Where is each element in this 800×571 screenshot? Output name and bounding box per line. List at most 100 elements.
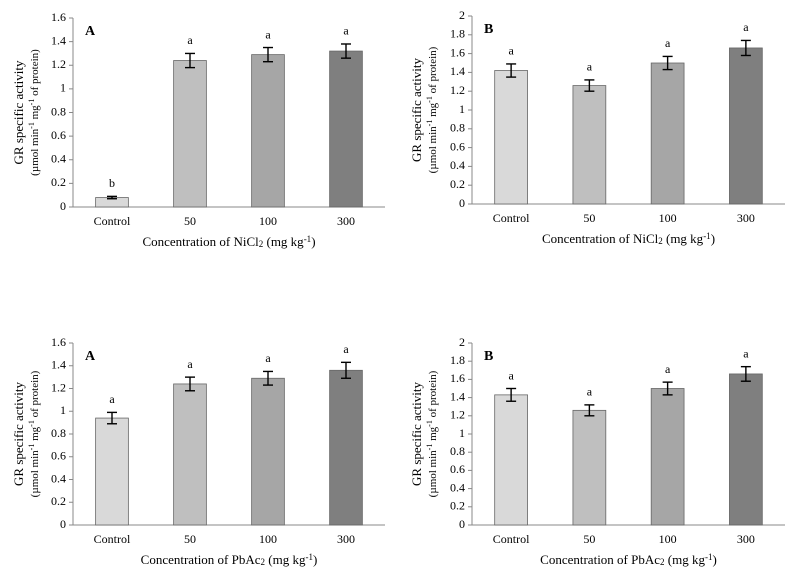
y-tick-label: 0.2	[51, 175, 66, 189]
y-tick-label: 1.2	[450, 408, 465, 422]
y-tick-label: 0	[459, 196, 465, 210]
error-bar	[662, 55, 673, 71]
x-title-part: Concentration of NiCl	[142, 234, 259, 249]
x-axis-title: Concentration of PbAc2 (mg kg-1)	[141, 552, 318, 567]
x-title-part: 2	[660, 557, 665, 567]
x-tick-label: 300	[737, 532, 755, 546]
x-tick-label: 50	[184, 532, 196, 546]
significance-letter: a	[508, 368, 514, 382]
y-tick-label: 1.6	[450, 45, 465, 59]
error-bar	[740, 39, 751, 57]
y-tick-label: 0.2	[51, 494, 66, 508]
y-tick-label: 1	[60, 81, 66, 95]
panel-label: A	[85, 24, 96, 39]
x-title-part: Concentration of PbAc	[540, 552, 660, 567]
error-bar	[584, 404, 595, 417]
y-tick-label: 1.4	[51, 33, 66, 47]
y-tick-label: 0.8	[51, 104, 66, 118]
significance-letter: a	[265, 351, 271, 365]
y-unit-part: mg	[427, 426, 439, 443]
y-axis-title: GR specific activity	[409, 382, 424, 486]
bar	[173, 383, 207, 526]
y-tick-label: 0	[60, 199, 66, 213]
y-unit-part: -1	[425, 120, 434, 127]
x-title-part: )	[712, 552, 716, 567]
y-tick-label: 0.8	[450, 444, 465, 458]
y-tick-label: 0	[459, 517, 465, 531]
significance-letter: a	[187, 357, 193, 371]
significance-letter: a	[343, 342, 349, 356]
y-tick-label: 1.2	[51, 57, 66, 71]
error-bar	[107, 195, 117, 200]
y-tick-label: 2	[459, 335, 465, 349]
error-bar	[263, 370, 273, 386]
bar	[173, 60, 207, 208]
y-tick-label: 1	[60, 403, 66, 417]
x-tick-label: 100	[659, 532, 677, 546]
bar	[329, 369, 363, 526]
bar	[95, 417, 129, 526]
y-tick-label: 0.8	[450, 121, 465, 135]
y-tick-label: 1.2	[51, 380, 66, 394]
x-title-part: (mg kg	[663, 231, 704, 246]
y-axis-title: GR specific activity	[11, 60, 26, 164]
y-unit-part: -1	[425, 420, 434, 427]
error-bar	[584, 79, 595, 92]
x-title-part: )	[311, 234, 315, 249]
bar	[729, 373, 763, 526]
bar	[572, 85, 607, 205]
x-title-part: 2	[658, 236, 663, 246]
y-tick-label: 1.4	[450, 389, 465, 403]
x-title-part: (mg kg	[263, 234, 304, 249]
y-tick-label: 1.8	[450, 27, 465, 41]
error-bar	[341, 361, 351, 379]
bar	[650, 62, 685, 205]
significance-letter: b	[109, 176, 115, 190]
y-tick-label: 1.8	[450, 353, 465, 367]
y-tick-label: 1.6	[51, 335, 66, 349]
y-tick-label: 0.4	[51, 471, 66, 485]
x-title-part: Concentration of NiCl	[542, 231, 659, 246]
y-tick-label: 0.4	[51, 152, 66, 166]
y-axis-title: GR specific activity	[409, 58, 424, 162]
x-axis-title: Concentration of NiCl2 (mg kg-1)	[142, 234, 315, 249]
y-axis-unit: (µmol min-1 mg-1 of protein)	[425, 370, 439, 497]
y-tick-label: 1.4	[51, 358, 66, 372]
y-tick-label: 1.6	[51, 10, 66, 24]
significance-letter: a	[587, 60, 593, 74]
y-unit-part: of protein)	[29, 49, 41, 99]
y-unit-part: -1	[27, 99, 36, 106]
y-unit-part: (µmol min	[29, 128, 41, 175]
x-title-part: -1	[705, 552, 713, 562]
y-unit-part: mg	[29, 105, 41, 122]
significance-letter: a	[743, 346, 749, 360]
y-tick-label: 1.4	[450, 64, 465, 78]
y-unit-part: -1	[425, 444, 434, 451]
x-title-part: (mg kg	[665, 552, 706, 567]
y-tick-label: 0.6	[450, 139, 465, 153]
significance-letter: a	[665, 362, 671, 376]
error-bar	[107, 411, 117, 425]
x-tick-label: 300	[337, 214, 355, 228]
x-tick-label: Control	[94, 532, 131, 546]
y-tick-label: 0.2	[450, 177, 465, 191]
y-unit-part: (µmol min	[427, 450, 439, 497]
significance-letter: a	[587, 385, 593, 399]
y-tick-label: 0.4	[450, 480, 465, 494]
x-tick-label: 100	[259, 532, 277, 546]
y-unit-part: -1	[27, 420, 36, 427]
y-tick-label: 0	[60, 517, 66, 531]
y-tick-label: 0.4	[450, 158, 465, 172]
bar	[251, 54, 285, 208]
y-unit-part: (µmol min	[29, 450, 41, 497]
x-axis-title: Concentration of NiCl2 (mg kg-1)	[542, 231, 715, 246]
error-bar	[740, 365, 751, 382]
y-tick-label: 0.6	[51, 449, 66, 463]
y-tick-label: 1	[459, 426, 465, 440]
x-tick-label: 50	[583, 532, 595, 546]
x-title-part: Concentration of PbAc	[141, 552, 261, 567]
x-axis-title: Concentration of PbAc2 (mg kg-1)	[540, 552, 717, 567]
bar	[494, 394, 528, 526]
error-bar	[506, 63, 517, 78]
